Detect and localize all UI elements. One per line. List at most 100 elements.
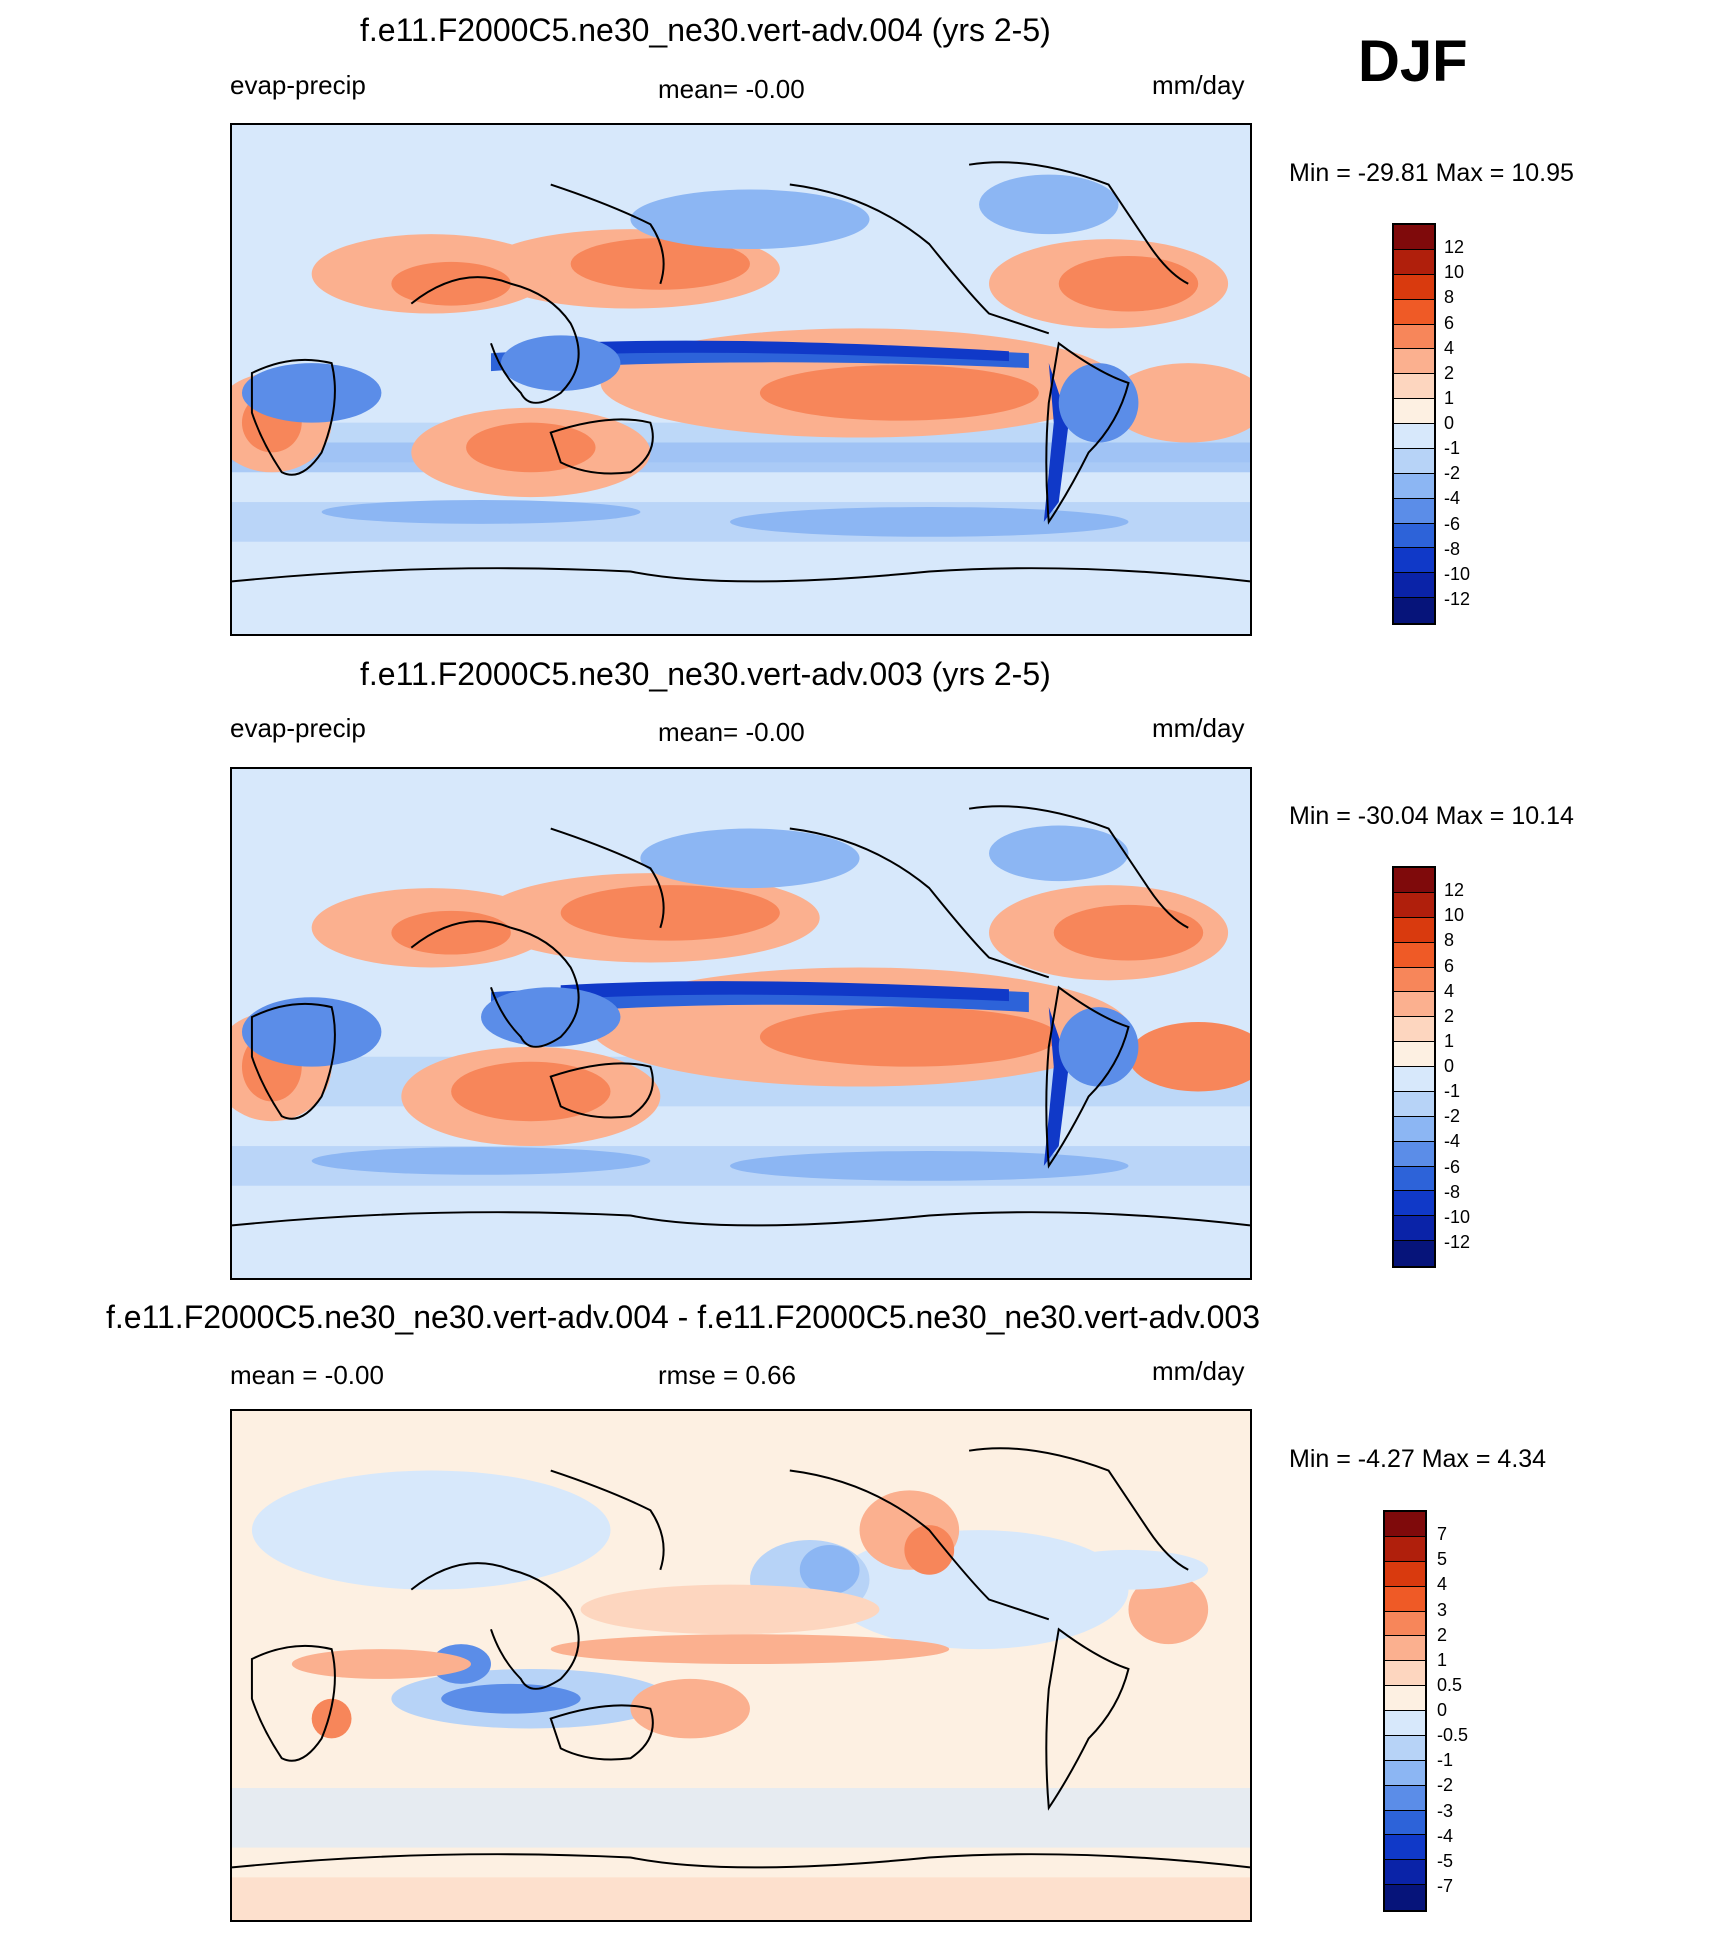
colorbar-swatch — [1385, 1835, 1425, 1861]
colorbar-swatch — [1394, 225, 1434, 250]
colorbar-tick-label: 6 — [1444, 312, 1455, 333]
colorbar-tick-label: 5 — [1437, 1549, 1448, 1570]
colorbar-tick-label: -10 — [1444, 1206, 1471, 1227]
colorbar-swatch — [1394, 917, 1434, 943]
colorbar-swatch — [1385, 1611, 1425, 1637]
colorbar-tick-label: -12 — [1444, 1231, 1471, 1252]
colorbar-swatch — [1385, 1686, 1425, 1711]
colorbar-swatch — [1394, 523, 1434, 549]
panel3-map — [230, 1409, 1252, 1922]
colorbar-tick-label: -6 — [1444, 1156, 1461, 1177]
colorbar-tick-label: 3 — [1437, 1599, 1448, 1620]
colorbar-swatch — [1385, 1885, 1425, 1910]
colorbar-tick-label: -2 — [1444, 463, 1461, 484]
colorbar-swatch — [1394, 1017, 1434, 1043]
colorbar-tick-label: 4 — [1444, 337, 1455, 358]
colorbar-swatch — [1385, 1735, 1425, 1761]
colorbar-swatch — [1385, 1810, 1425, 1836]
colorbar-swatch — [1394, 992, 1434, 1018]
colorbar-tick-label: 1 — [1437, 1649, 1448, 1670]
colorbar-tick-label: -8 — [1444, 1181, 1461, 1202]
colorbar-tick-label: 7 — [1437, 1524, 1448, 1545]
colorbar-swatch — [1394, 1141, 1434, 1167]
panel2-colorbar — [1392, 866, 1436, 1268]
panel1-map-svg — [232, 125, 1250, 634]
colorbar-tick-label: -0.5 — [1437, 1725, 1469, 1746]
colorbar-swatch — [1394, 967, 1434, 993]
colorbar-tick-label: 6 — [1444, 955, 1455, 976]
colorbar-swatch — [1385, 1760, 1425, 1786]
panel1-title: f.e11.F2000C5.ne30_ne30.vert-adv.004 (yr… — [360, 12, 1051, 48]
colorbar-tick-label: 10 — [1444, 262, 1465, 283]
colorbar-swatch — [1394, 942, 1434, 968]
colorbar-swatch — [1394, 349, 1434, 375]
colorbar-swatch — [1394, 374, 1434, 400]
colorbar-swatch — [1385, 1636, 1425, 1662]
colorbar-tick-label: 0 — [1444, 1056, 1455, 1076]
colorbar-tick-label: -4 — [1444, 488, 1461, 509]
colorbar-tick-label: -3 — [1437, 1800, 1454, 1821]
colorbar-tick-label: -1 — [1437, 1750, 1454, 1771]
panel3-title: f.e11.F2000C5.ne30_ne30.vert-adv.004 - f… — [106, 1299, 1260, 1335]
colorbar-tick-label: 1 — [1444, 387, 1455, 408]
colorbar-swatch — [1394, 1166, 1434, 1192]
colorbar-swatch — [1394, 868, 1434, 893]
panel2-map-svg — [232, 769, 1250, 1278]
colorbar-swatch — [1385, 1561, 1425, 1587]
colorbar-swatch — [1394, 1042, 1434, 1067]
colorbar-swatch — [1394, 274, 1434, 300]
colorbar-tick-label: 10 — [1444, 905, 1465, 926]
colorbar-swatch — [1394, 324, 1434, 350]
colorbar-swatch — [1394, 424, 1434, 449]
colorbar-tick-label: 4 — [1437, 1574, 1448, 1595]
colorbar-tick-label: 8 — [1444, 287, 1455, 308]
panel3-left-label: mean = -0.00 — [230, 1360, 384, 1390]
colorbar-swatch — [1394, 1216, 1434, 1242]
colorbar-tick-label: 0.5 — [1437, 1674, 1463, 1695]
colorbar-swatch — [1394, 448, 1434, 474]
colorbar-tick-label: 12 — [1444, 880, 1465, 901]
colorbar-tick-label: -7 — [1437, 1875, 1454, 1896]
colorbar-tick-label: 12 — [1444, 237, 1465, 258]
panel3-center-label: rmse = 0.66 — [658, 1360, 797, 1390]
panel1-center-label: mean= -0.00 — [658, 74, 805, 104]
colorbar-tick-label: 4 — [1444, 980, 1455, 1001]
panel2-right-label: mm/day — [1152, 713, 1245, 743]
colorbar-swatch — [1385, 1586, 1425, 1612]
colorbar-swatch — [1394, 249, 1434, 275]
panel1-map — [230, 123, 1252, 636]
colorbar-tick-label: 0 — [1444, 413, 1455, 433]
panel1-colorbar — [1392, 223, 1436, 625]
colorbar-tick-label: -10 — [1444, 563, 1471, 584]
colorbar-tick-label: 2 — [1444, 362, 1455, 383]
colorbar-tick-label: -4 — [1437, 1825, 1454, 1846]
colorbar-swatch — [1394, 1067, 1434, 1092]
colorbar-swatch — [1385, 1785, 1425, 1811]
colorbar-tick-label: -1 — [1444, 438, 1461, 459]
colorbar-tick-label: 1 — [1444, 1030, 1455, 1051]
colorbar-swatch — [1385, 1860, 1425, 1886]
colorbar-swatch — [1394, 399, 1434, 424]
panel2-minmax: Min = -30.04 Max = 10.14 — [1289, 802, 1574, 830]
panel1-left-label: evap-precip — [230, 70, 366, 100]
panel2-left-label: evap-precip — [230, 713, 366, 743]
colorbar-swatch — [1394, 573, 1434, 599]
panel3-colorbar — [1383, 1510, 1427, 1912]
panel3-right-label: mm/day — [1152, 1356, 1245, 1386]
colorbar-swatch — [1385, 1536, 1425, 1562]
colorbar-tick-label: -1 — [1444, 1081, 1461, 1102]
colorbar-swatch — [1394, 1241, 1434, 1266]
colorbar-swatch — [1394, 892, 1434, 918]
colorbar-tick-label: -4 — [1444, 1131, 1461, 1152]
colorbar-tick-label: -2 — [1444, 1106, 1461, 1127]
panel3-map-svg — [232, 1411, 1250, 1920]
panel2-map — [230, 767, 1252, 1280]
colorbar-swatch — [1394, 498, 1434, 524]
colorbar-tick-label: -5 — [1437, 1850, 1454, 1871]
colorbar-swatch — [1394, 548, 1434, 574]
colorbar-tick-label: 0 — [1437, 1700, 1448, 1720]
colorbar-swatch — [1385, 1661, 1425, 1687]
colorbar-swatch — [1394, 1191, 1434, 1217]
panel2-title: f.e11.F2000C5.ne30_ne30.vert-adv.003 (yr… — [360, 656, 1051, 692]
colorbar-tick-label: 2 — [1444, 1005, 1455, 1026]
